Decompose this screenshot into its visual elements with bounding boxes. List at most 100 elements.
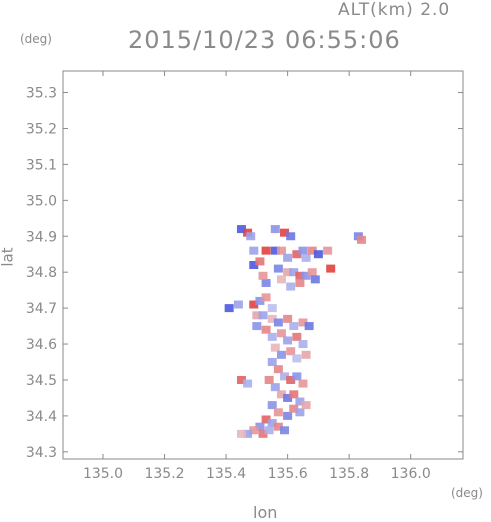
x-axis-label: lon — [253, 503, 278, 522]
data-cell — [264, 375, 274, 384]
x-tick-label: 135.6 — [268, 466, 308, 482]
data-cell — [270, 246, 280, 255]
data-cell — [283, 314, 293, 323]
data-cell — [267, 332, 277, 341]
data-cell — [301, 350, 311, 359]
x-tick-label: 135.4 — [206, 466, 246, 482]
plot-frame — [62, 70, 464, 460]
data-cell — [286, 282, 296, 291]
data-cell — [261, 415, 271, 424]
data-cell — [289, 404, 299, 413]
data-cell — [286, 347, 296, 356]
data-cell — [258, 311, 268, 320]
data-cell — [304, 322, 314, 331]
data-cell — [261, 325, 271, 334]
data-cell — [301, 401, 311, 410]
y-tick-label: 34.9 — [26, 229, 57, 245]
data-cell — [283, 253, 293, 262]
y-tick-label: 34.5 — [26, 373, 57, 389]
data-cell — [301, 271, 311, 280]
y-tick-label: 35.0 — [26, 193, 57, 209]
x-tick-label: 135.8 — [329, 466, 369, 482]
data-cell — [313, 250, 323, 259]
data-cell — [267, 304, 277, 313]
y-tick-label: 35.1 — [26, 157, 57, 173]
data-cell — [298, 379, 308, 388]
data-cell — [280, 426, 290, 435]
data-cell — [264, 426, 274, 435]
x-tick-label: 136.0 — [391, 466, 431, 482]
data-cell — [261, 293, 271, 302]
data-cell — [236, 429, 246, 438]
data-cell — [267, 358, 277, 366]
data-cell — [356, 235, 366, 244]
data-cell — [246, 232, 256, 241]
data-cell — [289, 322, 299, 331]
data-cell — [307, 246, 317, 255]
data-cell — [295, 408, 305, 417]
data-cell — [286, 375, 296, 384]
data-cell — [289, 268, 299, 277]
data-cell — [249, 426, 259, 435]
data-cell — [307, 268, 317, 277]
altitude-label: ALT(km) 2.0 — [338, 0, 451, 20]
data-cell — [292, 354, 302, 363]
data-cell — [233, 300, 243, 309]
data-cell — [255, 296, 265, 305]
data-cell — [261, 278, 271, 287]
data-cell — [286, 232, 296, 241]
data-cell — [292, 332, 302, 341]
data-cell — [255, 422, 265, 431]
data-cell — [301, 253, 311, 262]
data-cell — [295, 278, 305, 287]
data-cell — [258, 429, 268, 438]
data-cell — [292, 250, 302, 259]
x-tick-label: 135.0 — [83, 466, 123, 482]
data-cell — [243, 379, 253, 388]
data-cell — [270, 343, 280, 352]
data-cell — [252, 322, 262, 331]
data-cell — [249, 246, 259, 255]
y-tick-label: 34.3 — [26, 445, 57, 461]
x-tick-label: 135.2 — [144, 466, 184, 482]
y-tick-label: 34.4 — [26, 409, 57, 425]
y-tick-label: 34.6 — [26, 337, 57, 353]
data-cell — [283, 268, 293, 277]
data-cell — [249, 261, 259, 269]
data-cell — [276, 275, 286, 284]
y-tick-label: 35.3 — [26, 86, 57, 102]
data-cell — [289, 390, 299, 399]
data-cell — [310, 275, 320, 284]
data-cell — [236, 375, 246, 384]
data-cell — [295, 397, 305, 406]
data-cell — [273, 408, 283, 417]
data-cell — [224, 304, 234, 313]
x-axis-unit: (deg) — [451, 486, 483, 500]
data-cell — [258, 271, 268, 280]
data-cell — [273, 422, 283, 431]
data-cell — [267, 419, 277, 428]
data-cell — [249, 300, 259, 309]
y-axis-unit: (deg) — [20, 32, 52, 46]
data-cell — [295, 271, 305, 280]
data-cell — [267, 401, 277, 410]
data-cell — [273, 365, 283, 374]
data-cell — [298, 318, 308, 327]
data-cell — [276, 390, 286, 399]
data-cell — [280, 228, 290, 237]
y-tick-label: 34.8 — [26, 265, 57, 281]
data-cell — [292, 372, 302, 381]
data-cell — [236, 225, 246, 234]
data-cell — [276, 246, 286, 255]
data-cell — [280, 372, 290, 381]
data-cell — [273, 318, 283, 327]
data-cell — [323, 246, 333, 255]
data-cell — [270, 383, 280, 392]
data-cell — [283, 393, 293, 402]
data-cell — [273, 264, 283, 273]
data-cell — [252, 311, 262, 320]
data-cell — [261, 246, 271, 255]
data-cell — [267, 314, 277, 323]
data-cell — [283, 411, 293, 420]
